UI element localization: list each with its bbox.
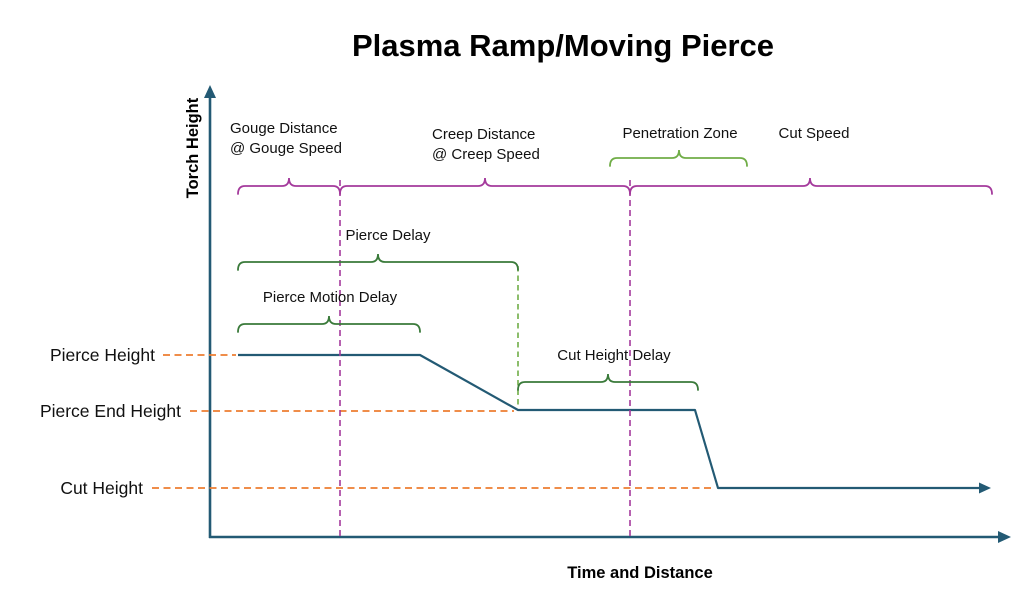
penetration-zone-brace: [609, 149, 748, 167]
gouge-distance-label-line1: Gouge Distance: [230, 120, 338, 137]
creep-distance-label-line1: Creep Distance: [432, 126, 535, 143]
cut-speed-label: Cut Speed: [779, 125, 850, 142]
creep-distance-brace: [339, 177, 631, 195]
pierce-end-height-label: Pierce End Height: [40, 401, 181, 421]
cut-height-delay-label: Cut Height Delay: [557, 347, 671, 364]
pierce-delay-brace: [237, 253, 519, 271]
x-axis-label: Time and Distance: [567, 564, 713, 582]
torch-height-profile: [238, 353, 981, 490]
x-axis-arrow-icon: [998, 531, 1011, 543]
gouge-distance-label-line2: @ Gouge Speed: [230, 140, 342, 157]
cut-height-delay-brace: [517, 373, 699, 391]
pierce-height-label: Pierce Height: [50, 345, 155, 365]
pierce-delay-label: Pierce Delay: [345, 227, 431, 244]
profile-arrow-icon: [979, 482, 991, 494]
pierce-motion-delay-label: Pierce Motion Delay: [263, 289, 398, 306]
pierce-motion-delay-brace: [237, 315, 421, 333]
cut-height-label: Cut Height: [60, 478, 143, 498]
page-title: Plasma Ramp/Moving Pierce: [352, 28, 774, 63]
gouge-distance-brace: [237, 177, 341, 195]
y-axis-arrow-icon: [204, 85, 216, 98]
creep-distance-label-line2: @ Creep Speed: [432, 146, 540, 163]
cut-speed-brace: [629, 177, 993, 195]
y-axis-label: Torch Height: [184, 97, 202, 198]
penetration-zone-label: Penetration Zone: [622, 125, 737, 142]
